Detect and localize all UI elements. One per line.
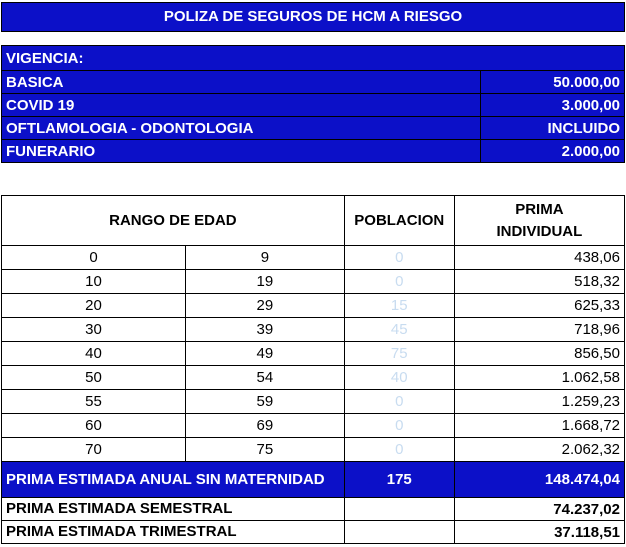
age-to: 54 [185, 365, 345, 390]
age-from: 30 [1, 317, 186, 342]
premium-table: RANGO DE EDAD POBLACION PRIMA INDIVIDUAL… [1, 195, 626, 544]
age-to: 59 [185, 389, 345, 414]
semester-value: 74.237,02 [453, 497, 626, 521]
table-row: 55 59 0 1.259,23 [1, 389, 626, 414]
coverage-row: OFTLAMOLOGIA - ODONTOLOGIA INCLUIDO [1, 116, 625, 140]
population-cell[interactable]: 0 [343, 269, 455, 294]
annual-label: PRIMA ESTIMADA ANUAL SIN MATERNIDAD [1, 461, 345, 498]
premium-cell: 625,33 [453, 293, 626, 318]
quarter-row: PRIMA ESTIMADA TRIMESTRAL 37.118,51 [1, 520, 626, 544]
table-row: 40 49 75 856,50 [1, 341, 626, 366]
vigencia-label: VIGENCIA: [1, 45, 625, 71]
population-cell[interactable]: 15 [343, 293, 455, 318]
age-to: 19 [185, 269, 345, 294]
age-to: 49 [185, 341, 345, 366]
premium-cell: 718,96 [453, 317, 626, 342]
age-from: 40 [1, 341, 186, 366]
population-cell[interactable]: 40 [343, 365, 455, 390]
table-row: 10 19 0 518,32 [1, 269, 626, 294]
table-row: 20 29 15 625,33 [1, 293, 626, 318]
header-premium: PRIMA INDIVIDUAL [453, 195, 626, 246]
premium-cell: 518,32 [453, 269, 626, 294]
age-from: 0 [1, 245, 186, 270]
age-from: 70 [1, 437, 186, 462]
semester-row: PRIMA ESTIMADA SEMESTRAL 74.237,02 [1, 497, 626, 521]
population-cell[interactable]: 0 [343, 389, 455, 414]
age-from: 10 [1, 269, 186, 294]
coverage-label: BASICA [1, 70, 481, 94]
table-row: 50 54 40 1.062,58 [1, 365, 626, 390]
age-to: 75 [185, 437, 345, 462]
header-row: RANGO DE EDAD POBLACION PRIMA INDIVIDUAL [1, 195, 626, 246]
premium-cell: 1.668,72 [453, 413, 626, 438]
coverage-label: FUNERARIO [1, 139, 481, 163]
annual-value: 148.474,04 [453, 461, 626, 498]
coverage-row: FUNERARIO 2.000,00 [1, 139, 625, 163]
quarter-label: PRIMA ESTIMADA TRIMESTRAL [1, 520, 345, 544]
age-to: 69 [185, 413, 345, 438]
coverage-value: INCLUIDO [480, 116, 625, 140]
premium-cell: 438,06 [453, 245, 626, 270]
coverage-row: COVID 19 3.000,00 [1, 93, 625, 117]
premium-cell: 1.259,23 [453, 389, 626, 414]
population-cell[interactable]: 0 [343, 245, 455, 270]
coverage-value: 2.000,00 [480, 139, 625, 163]
header-population: POBLACION [343, 195, 455, 246]
annual-total-row: PRIMA ESTIMADA ANUAL SIN MATERNIDAD 175 … [1, 461, 626, 498]
vigencia-row: VIGENCIA: [1, 45, 625, 71]
coverage-label: COVID 19 [1, 93, 481, 117]
age-to: 9 [185, 245, 345, 270]
age-from: 60 [1, 413, 186, 438]
coverage-value: 50.000,00 [480, 70, 625, 94]
age-to: 39 [185, 317, 345, 342]
table-row: 30 39 45 718,96 [1, 317, 626, 342]
coverage-table: VIGENCIA: BASICA 50.000,00 COVID 19 3.000,0… [1, 45, 625, 163]
age-from: 20 [1, 293, 186, 318]
population-cell[interactable]: 45 [343, 317, 455, 342]
coverage-label: OFTLAMOLOGIA - ODONTOLOGIA [1, 116, 481, 140]
age-from: 50 [1, 365, 186, 390]
header-age-range: RANGO DE EDAD [1, 195, 345, 246]
semester-label: PRIMA ESTIMADA SEMESTRAL [1, 497, 345, 521]
population-cell[interactable]: 0 [343, 413, 455, 438]
table-row: 0 9 0 438,06 [1, 245, 626, 270]
population-cell[interactable]: 0 [343, 437, 455, 462]
age-to: 29 [185, 293, 345, 318]
age-from: 55 [1, 389, 186, 414]
coverage-row: BASICA 50.000,00 [1, 70, 625, 94]
population-cell[interactable]: 75 [343, 341, 455, 366]
annual-population: 175 [343, 461, 455, 498]
table-row: 60 69 0 1.668,72 [1, 413, 626, 438]
quarter-value: 37.118,51 [453, 520, 626, 544]
coverage-value: 3.000,00 [480, 93, 625, 117]
page-title: POLIZA DE SEGUROS DE HCM A RIESGO [1, 2, 625, 32]
premium-cell: 1.062,58 [453, 365, 626, 390]
premium-cell: 856,50 [453, 341, 626, 366]
table-row: 70 75 0 2.062,32 [1, 437, 626, 462]
premium-cell: 2.062,32 [453, 437, 626, 462]
